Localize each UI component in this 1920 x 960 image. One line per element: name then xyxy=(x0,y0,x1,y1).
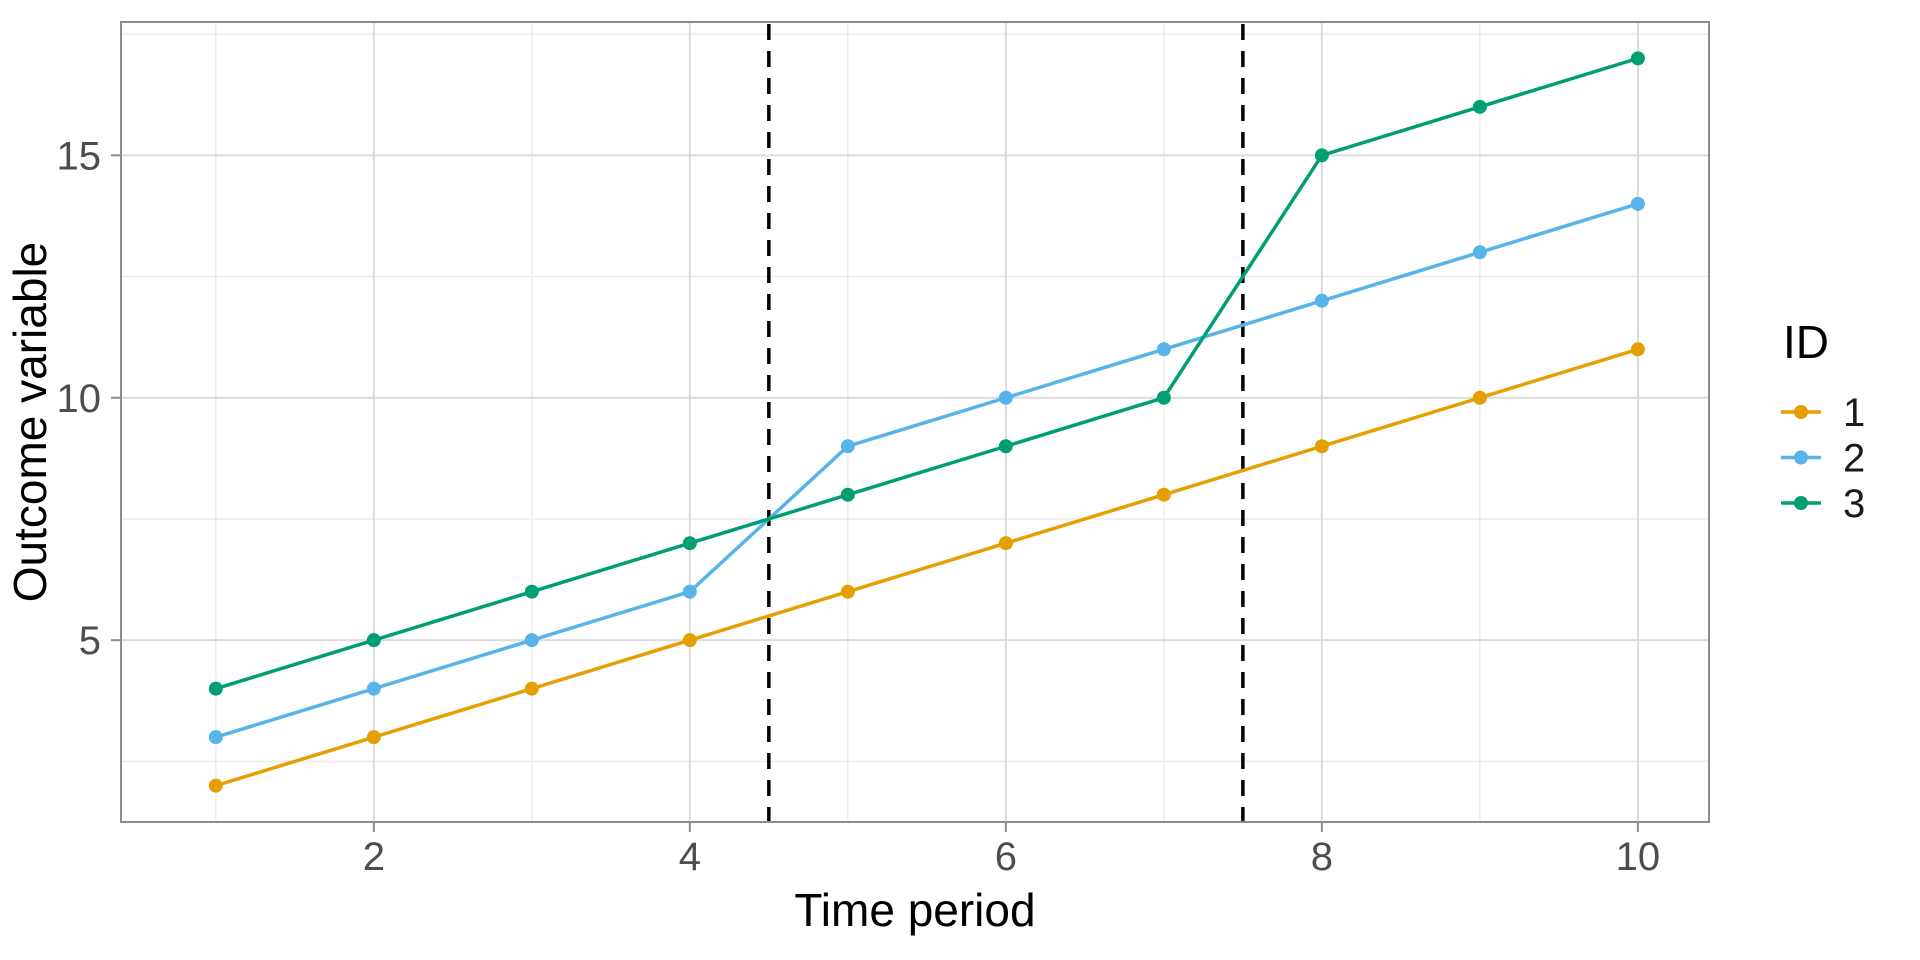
data-point-3-6 xyxy=(998,439,1013,454)
data-point-3-4 xyxy=(682,536,697,551)
legend-item-2: 2 xyxy=(1781,437,1865,481)
legend: ID 123 xyxy=(1781,316,1865,526)
data-point-1-10 xyxy=(1630,342,1645,357)
data-point-3-10 xyxy=(1630,51,1645,66)
data-point-1-1 xyxy=(208,778,223,793)
series-1 xyxy=(208,342,1645,793)
y-tick-label: 10 xyxy=(57,377,102,421)
data-point-2-1 xyxy=(208,730,223,745)
series-2 xyxy=(208,196,1645,745)
series-line-3 xyxy=(215,56,1639,691)
legend-key-point-3 xyxy=(1794,496,1808,510)
data-point-1-6 xyxy=(998,536,1013,551)
data-point-1-3 xyxy=(524,681,539,696)
data-point-2-3 xyxy=(524,633,539,648)
data-point-2-7 xyxy=(1156,342,1171,357)
data-point-2-10 xyxy=(1630,196,1645,211)
data-point-3-3 xyxy=(524,584,539,599)
data-point-2-6 xyxy=(998,390,1013,405)
data-point-2-2 xyxy=(366,681,381,696)
data-point-1-9 xyxy=(1472,390,1487,405)
data-point-1-2 xyxy=(366,730,381,745)
x-tick-label: 6 xyxy=(995,835,1017,879)
y-tick-label: 5 xyxy=(79,619,101,663)
legend-items: 123 xyxy=(1781,391,1865,526)
data-point-3-9 xyxy=(1472,99,1487,114)
legend-key-point-1 xyxy=(1794,405,1808,419)
data-point-1-5 xyxy=(840,584,855,599)
series-line-1 xyxy=(215,347,1639,788)
legend-label-3: 3 xyxy=(1843,482,1865,526)
axis-ticks: 2 4 6 8 10 5 10 15 xyxy=(57,134,1661,879)
data-point-1-7 xyxy=(1156,487,1171,502)
y-axis-title: Outcome variable xyxy=(4,242,56,603)
legend-key-point-2 xyxy=(1794,450,1808,465)
x-tick-label: 8 xyxy=(1311,835,1333,879)
data-point-2-5 xyxy=(840,439,855,454)
series-3 xyxy=(208,51,1645,696)
minor-gridlines xyxy=(121,22,1709,822)
data-point-3-5 xyxy=(840,487,855,502)
data-point-3-1 xyxy=(208,681,223,696)
y-tick-label: 15 xyxy=(57,134,102,178)
data-point-3-7 xyxy=(1156,390,1171,405)
legend-label-2: 2 xyxy=(1843,437,1865,481)
legend-item-3: 3 xyxy=(1781,482,1865,526)
panel-border xyxy=(120,21,1710,823)
x-tick-label: 2 xyxy=(363,835,385,879)
major-gridlines xyxy=(121,22,1709,822)
x-tick-label: 4 xyxy=(679,835,701,879)
x-axis-title: Time period xyxy=(794,884,1035,936)
data-point-2-4 xyxy=(682,584,697,599)
series-line-2 xyxy=(215,202,1639,739)
legend-item-1: 1 xyxy=(1781,391,1865,435)
data-series xyxy=(208,51,1645,793)
data-point-3-2 xyxy=(366,633,381,648)
data-point-1-8 xyxy=(1314,439,1329,454)
x-tick-label: 10 xyxy=(1616,835,1661,879)
legend-title: ID xyxy=(1783,316,1829,368)
data-point-1-4 xyxy=(682,633,697,648)
data-point-3-8 xyxy=(1314,148,1329,163)
legend-label-1: 1 xyxy=(1843,391,1865,435)
data-point-2-9 xyxy=(1472,245,1487,260)
data-point-2-8 xyxy=(1314,293,1329,308)
